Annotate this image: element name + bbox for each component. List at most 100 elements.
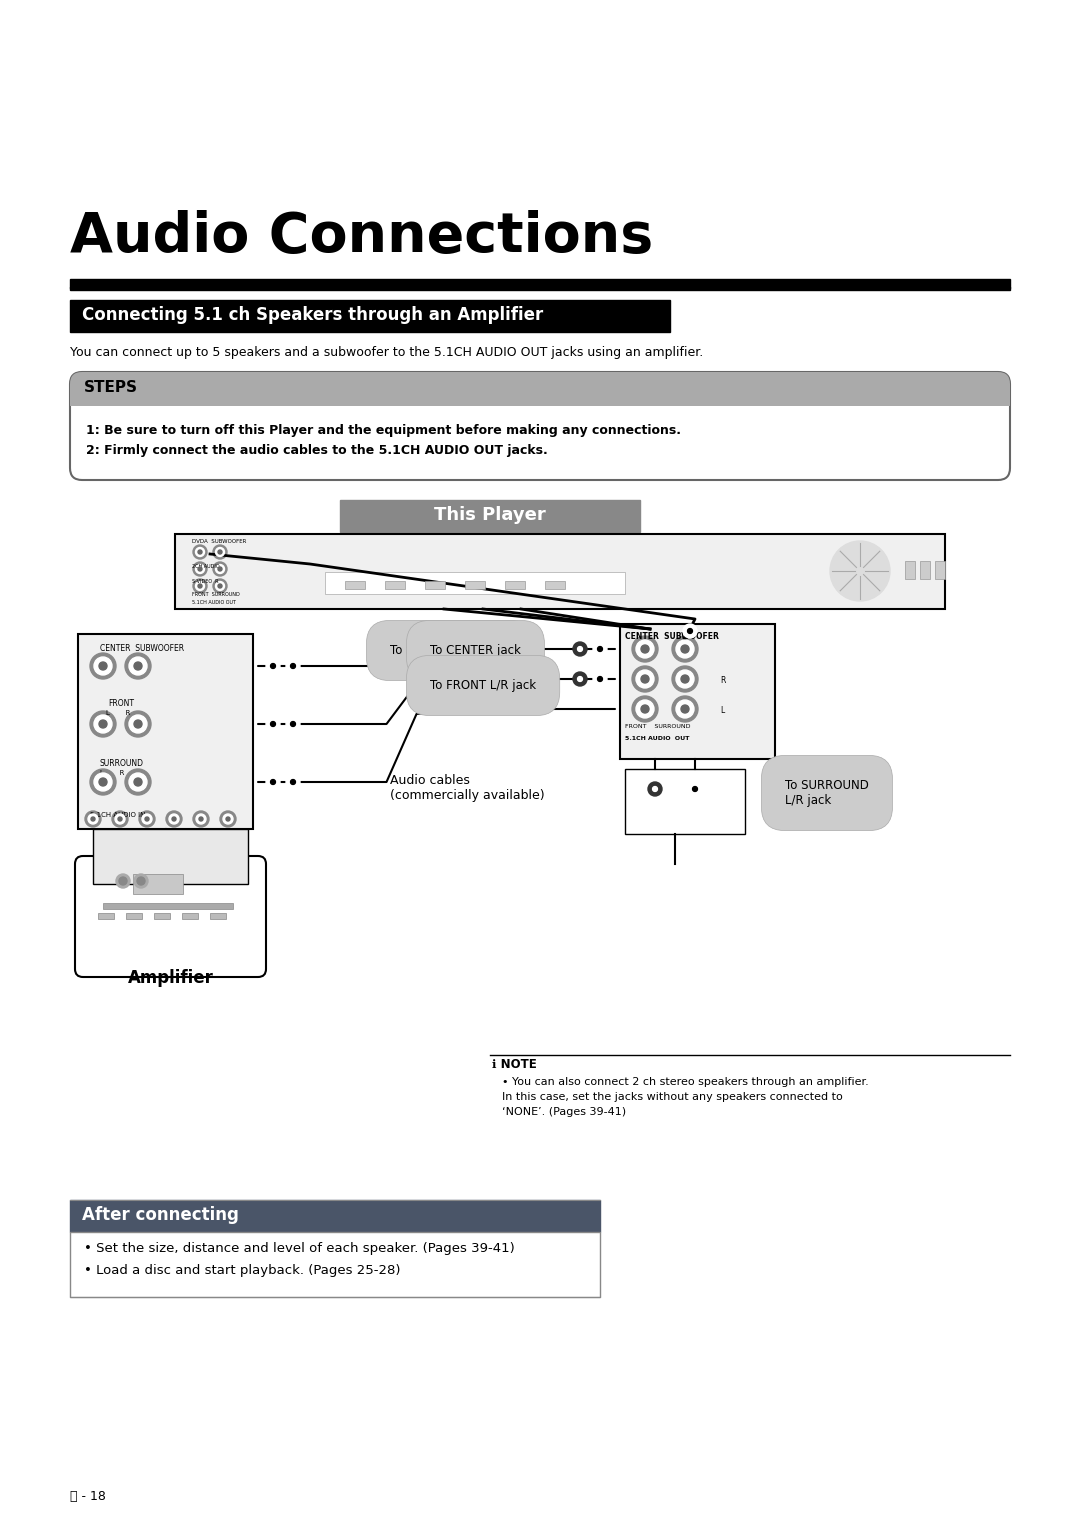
Circle shape [578, 646, 582, 651]
Text: • You can also connect 2 ch stereo speakers through an amplifier.: • You can also connect 2 ch stereo speak… [502, 1077, 868, 1086]
Text: ℹ NOTE: ℹ NOTE [492, 1057, 537, 1071]
Circle shape [134, 662, 141, 669]
Circle shape [831, 541, 890, 601]
Text: L: L [720, 706, 725, 715]
Circle shape [118, 817, 122, 821]
Text: 5.1CH AUDIO IN: 5.1CH AUDIO IN [90, 811, 146, 817]
Circle shape [652, 787, 658, 792]
Circle shape [220, 811, 237, 827]
Circle shape [218, 550, 222, 555]
Bar [70, 280, 1010, 287]
Text: 1: Be sure to turn off this Player and the equipment before making any connectio: 1: Be sure to turn off this Player and t… [86, 423, 681, 437]
Circle shape [218, 584, 222, 588]
Circle shape [166, 811, 183, 827]
Bar [920, 561, 930, 579]
Circle shape [85, 811, 102, 827]
Circle shape [642, 645, 649, 652]
Bar [175, 533, 945, 610]
Circle shape [137, 877, 145, 885]
Text: 5.1CH AUDIO  OUT: 5.1CH AUDIO OUT [625, 736, 689, 741]
Text: L       R: L R [106, 711, 131, 717]
Circle shape [266, 659, 280, 672]
Circle shape [94, 715, 112, 733]
Circle shape [632, 695, 658, 723]
Bar [133, 874, 183, 894]
FancyBboxPatch shape [70, 371, 1010, 480]
Circle shape [222, 814, 233, 824]
Bar [70, 287, 1010, 290]
Circle shape [90, 769, 116, 795]
Bar [620, 623, 775, 759]
Circle shape [195, 814, 206, 824]
Circle shape [688, 782, 702, 796]
Circle shape [112, 811, 129, 827]
Circle shape [597, 646, 603, 651]
Circle shape [266, 775, 280, 788]
Circle shape [672, 695, 698, 723]
Circle shape [134, 778, 141, 785]
Circle shape [681, 645, 689, 652]
Circle shape [676, 700, 694, 718]
Circle shape [271, 721, 275, 726]
Circle shape [125, 711, 151, 736]
Text: FRONT    SURROUND: FRONT SURROUND [625, 724, 690, 729]
Text: DVDA  SUBWOOFER: DVDA SUBWOOFER [192, 539, 246, 544]
Circle shape [99, 720, 107, 727]
Bar [935, 561, 945, 579]
Text: STEPS: STEPS [84, 380, 138, 396]
FancyBboxPatch shape [75, 856, 266, 976]
Circle shape [648, 782, 662, 796]
Bar [70, 299, 670, 332]
Text: R: R [720, 675, 726, 685]
Circle shape [193, 545, 207, 559]
Text: After connecting: After connecting [82, 1206, 239, 1224]
Bar [210, 914, 226, 918]
Circle shape [125, 769, 151, 795]
Circle shape [676, 669, 694, 688]
Bar [126, 914, 141, 918]
Circle shape [642, 704, 649, 714]
Circle shape [291, 779, 296, 784]
Circle shape [141, 814, 152, 824]
Circle shape [632, 666, 658, 692]
Circle shape [116, 874, 130, 888]
Circle shape [216, 582, 225, 590]
Bar [384, 581, 405, 588]
Text: • Load a disc and start playback. (Pages 25-28): • Load a disc and start playback. (Pages… [84, 1264, 401, 1277]
Circle shape [286, 775, 300, 788]
Circle shape [198, 567, 202, 571]
Circle shape [286, 717, 300, 730]
Circle shape [676, 640, 694, 659]
Text: To FRONT L/R jack: To FRONT L/R jack [430, 678, 536, 692]
Bar [625, 769, 745, 834]
Circle shape [578, 677, 582, 681]
Circle shape [213, 545, 227, 559]
Circle shape [216, 547, 225, 556]
Circle shape [266, 717, 280, 730]
Bar [93, 830, 248, 885]
Circle shape [692, 787, 698, 792]
Circle shape [90, 711, 116, 736]
Circle shape [99, 778, 107, 785]
Bar [340, 500, 640, 532]
Text: Audio Connections: Audio Connections [70, 209, 653, 264]
Text: Audio cables
(commercially available): Audio cables (commercially available) [390, 775, 544, 802]
Text: ‘NONE’. (Pages 39-41): ‘NONE’. (Pages 39-41) [502, 1106, 626, 1117]
Circle shape [119, 877, 127, 885]
Circle shape [291, 663, 296, 668]
Text: L       R: L R [100, 770, 124, 776]
Bar [505, 581, 525, 588]
Circle shape [91, 817, 95, 821]
Bar [325, 571, 625, 594]
Text: In this case, set the jacks without any speakers connected to: In this case, set the jacks without any … [502, 1093, 842, 1102]
Circle shape [213, 562, 227, 576]
Text: FRONT: FRONT [108, 698, 134, 707]
Circle shape [195, 564, 204, 573]
Circle shape [195, 547, 204, 556]
Circle shape [291, 721, 296, 726]
Text: • Set the size, distance and level of each speaker. (Pages 39-41): • Set the size, distance and level of ea… [84, 1242, 515, 1254]
Text: Ⓔ - 18: Ⓔ - 18 [70, 1490, 106, 1504]
Bar [70, 390, 1010, 406]
Circle shape [193, 562, 207, 576]
Bar [465, 581, 485, 588]
